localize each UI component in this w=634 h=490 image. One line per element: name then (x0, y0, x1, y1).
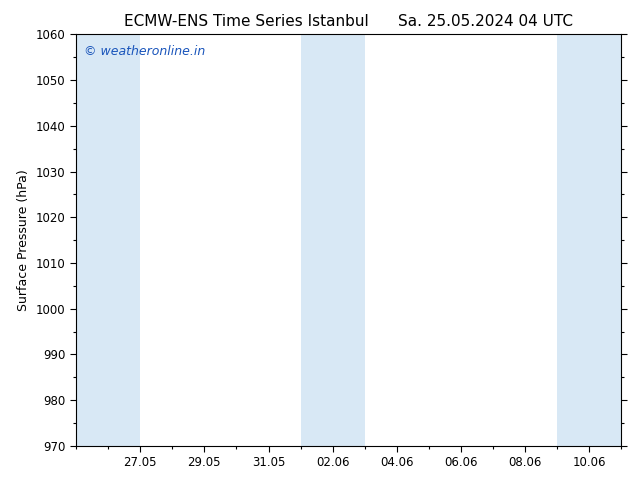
Bar (76, 34, 140, 446)
Text: © weatheronline.in: © weatheronline.in (84, 45, 205, 58)
Title: ECMW-ENS Time Series Istanbul      Sa. 25.05.2024 04 UTC: ECMW-ENS Time Series Istanbul Sa. 25.05.… (124, 14, 573, 29)
Bar (557, 34, 621, 446)
Bar (301, 34, 365, 446)
Y-axis label: Surface Pressure (hPa): Surface Pressure (hPa) (17, 169, 30, 311)
